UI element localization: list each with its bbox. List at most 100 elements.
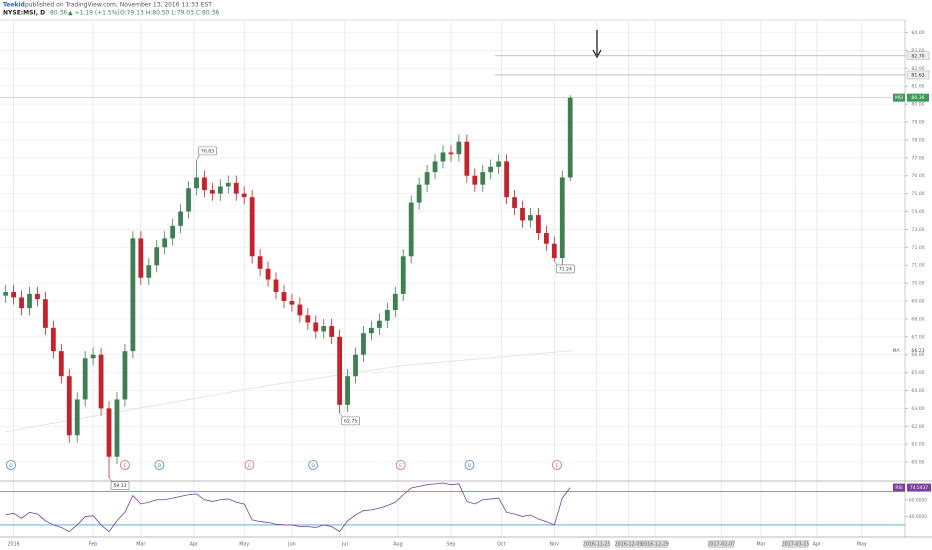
x-tick-label: Mar [757,542,766,548]
candle-body [35,293,40,300]
x-tick-label: 2017-03-15 [782,542,810,548]
x-tick-label: 2017-02-07 [707,542,735,548]
candle-body [194,177,199,189]
candle-body [186,188,191,212]
grid [0,20,905,537]
y-tick-label: 78.00 [911,137,924,143]
event-label: D [158,463,162,469]
candle-body [329,326,335,337]
candle-body [297,304,303,316]
rsi-value-tag [907,483,931,492]
candle-body [257,256,263,269]
published: published on TradingView.com, November 1… [25,2,212,9]
candle-body [488,166,494,173]
ma-line [5,350,573,433]
arrow-head [592,49,602,59]
x-tick-label: Jun [287,542,296,548]
x-tick-label: May [239,542,249,548]
callout-pointer [196,154,200,161]
candle-body [43,299,48,328]
candle-body [27,293,32,309]
arrow [592,30,602,59]
y-tick-label: 77.00 [911,155,924,161]
x-tick-label: 2016 [7,542,19,548]
candle-body [241,193,247,198]
y-tick-label: 72.00 [911,245,924,251]
callout-box [556,264,575,274]
candle-body [273,279,279,293]
x-tick-label: Sep [446,542,455,548]
candle-body [504,161,510,198]
x-tick-label: Jul [341,542,348,548]
candle-body [130,238,136,352]
candle-body [305,315,311,323]
candle-body [448,152,454,155]
y-tick-label: 63.00 [911,406,924,412]
candle-body [162,238,168,248]
candle-body [74,399,80,436]
callout-pointer [108,477,113,482]
ma-name: MA [892,348,900,354]
symbol-tag [893,93,905,102]
candle-body [321,326,327,332]
candle-body [313,322,319,332]
callout-label: 76.83 [201,148,214,154]
date-tag [615,540,642,548]
x-tick-label: Apr [190,542,198,548]
callout-label: 59.13 [113,483,126,489]
candle-body [551,243,557,259]
event-marker [308,460,319,470]
y-tick-label: 64.00 [911,388,924,394]
candle-body [536,215,541,233]
y-tick-label: 73.00 [911,227,924,233]
candle-body [154,247,160,266]
symbol: NYSE:MSI, D [3,10,45,17]
candle-body [122,351,128,400]
event-marker [552,460,562,470]
callout-pointer [339,412,343,418]
level-tag [906,51,930,61]
candle-body [58,351,64,377]
x-tick-label: Mar [136,542,145,548]
symbol-label: MSI [895,95,903,101]
event-marker [6,460,16,470]
y-tick-label: 67.00 [911,334,924,340]
rsi-tick-label: 60.0000 [909,497,927,503]
level-label: 81.63 [911,72,924,78]
candle-body [416,184,422,203]
y-tick-label: 84.00 [911,30,924,36]
event-label: E [556,463,559,469]
candle-body [392,293,398,310]
price: 80.36 [50,10,67,17]
candle-body [376,320,382,328]
y-tick-label: 71.00 [911,263,924,269]
event-label: D [311,463,315,469]
candle-body [464,141,470,176]
candle-body [178,211,183,226]
rsi-line [5,482,571,533]
callout-box [341,416,360,426]
candle-body [345,376,350,405]
candle-body [528,215,533,221]
candle-body [520,207,525,221]
candle-body [225,182,231,187]
event-label: E [123,463,126,469]
author[interactable]: Teekid [3,2,25,9]
x-tick-label: 2016-12-29 [641,542,669,548]
candle-body [567,97,573,178]
candle-body [543,232,549,244]
callout-box [198,146,217,156]
candle-body [90,354,96,359]
event-label: E [248,463,251,469]
y-tick-label: 62.00 [911,424,924,430]
candle-body [512,197,517,208]
y-tick-label: 74.00 [911,209,924,215]
candle-body [353,354,358,377]
candle-body [233,182,239,194]
rsi-value: 74.5437 [910,485,928,491]
event-label: D [9,463,13,469]
candle-body [3,292,9,296]
candle-body [202,177,207,191]
